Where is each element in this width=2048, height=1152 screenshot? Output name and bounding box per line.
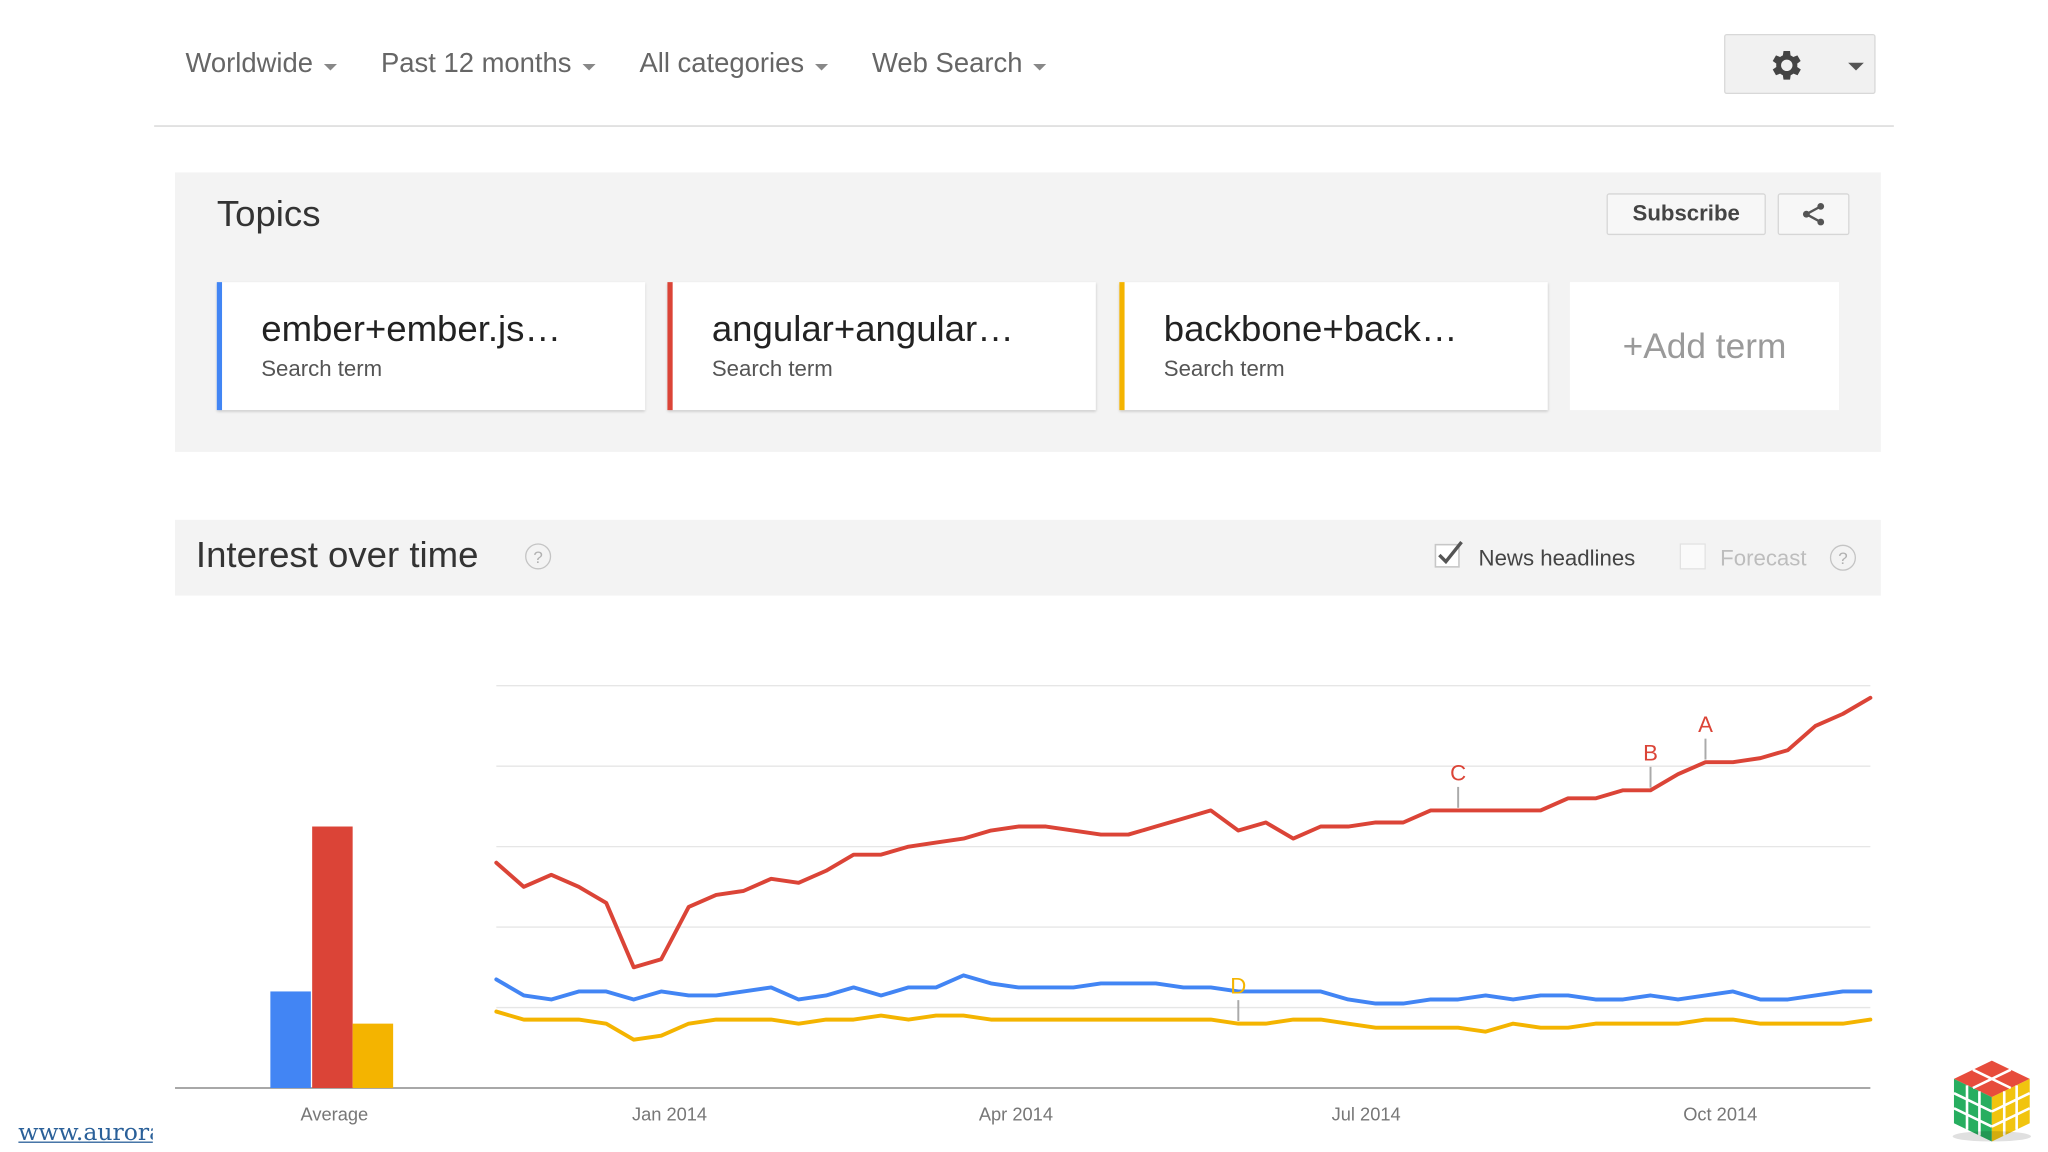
- topics-title: Topics: [216, 193, 321, 234]
- dropdown-arrow-icon: [1848, 62, 1864, 71]
- annotation-letter: D: [1230, 974, 1246, 999]
- x-tick-label: Oct 2014: [1683, 1104, 1757, 1125]
- average-bar: [270, 991, 311, 1088]
- term-card-ember[interactable]: ember+ember.js… Search term: [216, 282, 646, 411]
- term-type-label: Search term: [261, 356, 383, 382]
- filter-bar: Worldwide Past 12 months All categories …: [185, 44, 1090, 83]
- annotation-letter: A: [1698, 712, 1713, 737]
- news-headlines-label: News headlines: [1478, 545, 1636, 571]
- topics-panel: Topics Subscribe ember+ember.js… Search …: [175, 172, 1881, 452]
- series-line: [494, 695, 1873, 970]
- term-type-label: Search term: [711, 356, 833, 382]
- term-name: ember+ember.js…: [261, 308, 562, 349]
- add-term-button[interactable]: +Add term: [1569, 282, 1840, 411]
- share-icon: [1802, 202, 1824, 226]
- settings-menu-button[interactable]: [1724, 33, 1876, 95]
- x-tick-label: Jan 2014: [632, 1104, 707, 1125]
- chevron-down-icon: [323, 63, 337, 70]
- gear-icon: [1772, 50, 1801, 80]
- x-tick-label: Jul 2014: [1332, 1104, 1401, 1125]
- series-line: [494, 973, 1873, 1006]
- help-icon[interactable]: ?: [525, 543, 552, 570]
- average-bar: [312, 826, 353, 1088]
- term-card-angular[interactable]: angular+angular… Search term: [667, 282, 1096, 411]
- footer-link[interactable]: www.aurora: [18, 1119, 153, 1147]
- time-range-filter[interactable]: Past 12 months: [380, 44, 596, 83]
- time-range-filter-label: Past 12 months: [380, 48, 572, 79]
- chevron-down-icon: [1032, 63, 1046, 70]
- average-label: Average: [301, 1104, 369, 1125]
- term-type-label: Search term: [1163, 356, 1285, 382]
- news-headlines-checkbox[interactable]: [1434, 540, 1463, 569]
- search-type-filter[interactable]: Web Search: [872, 44, 1046, 83]
- help-icon[interactable]: ?: [1829, 544, 1856, 571]
- interest-header: Interest over time ? News headlines Fore…: [175, 519, 1881, 596]
- region-filter-label: Worldwide: [185, 48, 314, 79]
- annotation-letter: C: [1450, 760, 1466, 785]
- forecast-label: Forecast: [1720, 545, 1807, 571]
- average-bar: [352, 1023, 394, 1088]
- chevron-down-icon: [814, 63, 828, 70]
- term-name: backbone+back…: [1163, 308, 1458, 349]
- chevron-down-icon: [581, 63, 596, 70]
- share-button[interactable]: [1777, 193, 1850, 236]
- interest-title: Interest over time: [195, 534, 479, 575]
- annotation-letter: B: [1643, 740, 1658, 765]
- category-filter[interactable]: All categories: [639, 44, 828, 83]
- divider: [154, 125, 1894, 127]
- x-tick-label: Apr 2014: [979, 1104, 1053, 1125]
- term-name: angular+angular…: [711, 308, 1014, 349]
- region-filter[interactable]: Worldwide: [185, 44, 337, 83]
- rubiks-cube-logo: [1952, 1060, 2032, 1142]
- category-filter-label: All categories: [639, 48, 805, 79]
- checkmark-icon: [1434, 540, 1463, 568]
- subscribe-button[interactable]: Subscribe: [1606, 193, 1766, 236]
- search-type-filter-label: Web Search: [872, 48, 1023, 79]
- interest-chart: Average Jan 2014 Apr 2014 Jul 2014 Oct 2014 A…: [175, 685, 1873, 1125]
- series-line: [494, 1009, 1873, 1042]
- forecast-checkbox[interactable]: [1679, 543, 1706, 570]
- term-card-backbone[interactable]: backbone+back… Search term: [1119, 282, 1548, 411]
